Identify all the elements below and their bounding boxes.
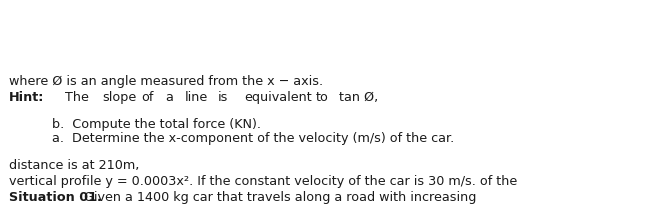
Text: is: is	[218, 91, 229, 104]
Text: a: a	[165, 91, 173, 104]
Text: Given a 1400 kg car that travels along a road with increasing: Given a 1400 kg car that travels along a…	[80, 191, 476, 204]
Text: to: to	[316, 91, 329, 104]
Text: where Ø is an angle measured from the x − axis.: where Ø is an angle measured from the x …	[9, 75, 323, 88]
Text: b.  Compute the total force (KN).: b. Compute the total force (KN).	[52, 118, 261, 131]
Text: The: The	[65, 91, 89, 104]
Text: of: of	[142, 91, 154, 104]
Text: equivalent: equivalent	[245, 91, 313, 104]
Text: vertical profile y = 0.0003x². If the constant velocity of the car is 30 m/s. of: vertical profile y = 0.0003x². If the co…	[9, 175, 517, 188]
Text: Hint:: Hint:	[9, 91, 45, 104]
Text: line: line	[185, 91, 208, 104]
Text: tan Ø,: tan Ø,	[339, 91, 378, 104]
Text: slope: slope	[102, 91, 137, 104]
Text: Situation 01.: Situation 01.	[9, 191, 102, 204]
Text: distance is at 210m,: distance is at 210m,	[9, 159, 140, 172]
Text: a.  Determine the x-component of the velocity (m/s) of the car.: a. Determine the x-component of the velo…	[52, 132, 454, 145]
